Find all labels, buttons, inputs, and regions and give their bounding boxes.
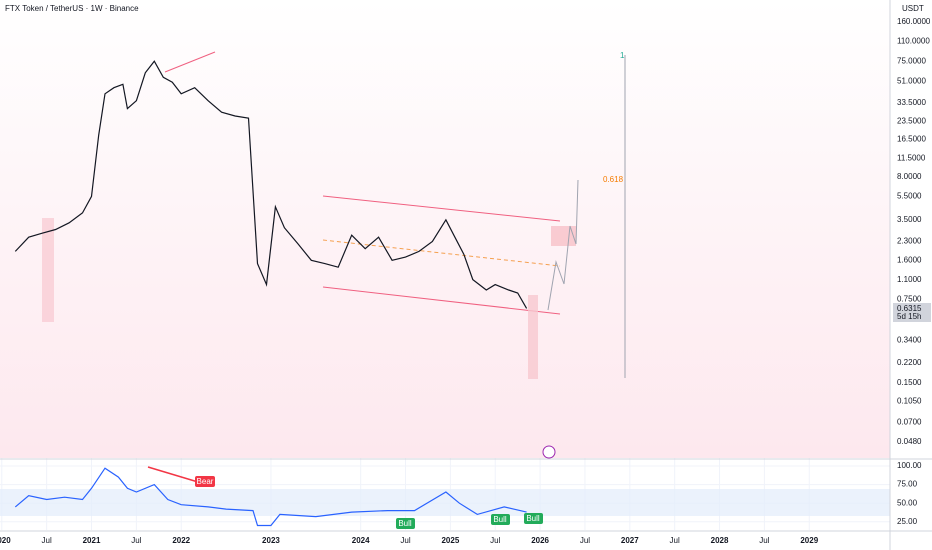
price-tag-countdown: 5d 15h — [897, 312, 921, 321]
x-tick-label: 2028 — [711, 536, 729, 545]
y-tick-label: 33.5000 — [897, 98, 926, 107]
y-tick-label: 0.3400 — [897, 335, 922, 344]
x-tick-label: 2024 — [352, 536, 370, 545]
fib-label: 1 — [620, 51, 625, 60]
y-tick-label: 110.0000 — [897, 37, 930, 46]
channel-mid — [322, 239, 561, 267]
series-line — [14, 60, 528, 309]
trendline — [164, 51, 216, 73]
price-pane — [0, 0, 890, 458]
x-tick-label: 2027 — [621, 536, 639, 545]
x-tick-label: 2026 — [531, 536, 549, 545]
x-tick-label: Jul — [490, 536, 500, 545]
bull-label: Bull — [398, 519, 412, 528]
divergence-line — [147, 466, 199, 483]
x-tick-label: Jul — [400, 536, 410, 545]
rsi-band — [0, 489, 890, 516]
y-tick-label: 2.3000 — [897, 237, 922, 246]
projection — [547, 179, 579, 311]
x-tick-label: 2023 — [262, 536, 280, 545]
y-tick-label: 100.00 — [897, 461, 922, 470]
y-tick-label: 50.00 — [897, 498, 918, 507]
x-tick-label: Jul — [759, 536, 769, 545]
y-tick-label: 0.7500 — [897, 295, 922, 304]
y-tick-label: 75.00 — [897, 480, 918, 489]
x-tick-label: 2025 — [441, 536, 459, 545]
x-tick-label: Jul — [580, 536, 590, 545]
symbol-title[interactable]: FTX Token / TetherUS · 1W · Binance — [5, 4, 139, 13]
zone — [528, 295, 538, 379]
y-tick-label: 0.1500 — [897, 378, 922, 387]
y-tick-label: 0.2200 — [897, 358, 922, 367]
x-tick-label: Jul — [131, 536, 141, 545]
event-icon[interactable] — [542, 445, 556, 459]
series-line — [14, 467, 527, 527]
y-tick-label: 0.0700 — [897, 417, 922, 426]
y-tick-label: 51.0000 — [897, 76, 926, 85]
y-tick-label: 25.00 — [897, 517, 918, 526]
price-tag-value: 0.6315 — [897, 304, 922, 313]
target-box — [551, 226, 576, 246]
x-tick-label: 2022 — [172, 536, 190, 545]
bear-label: Bear — [197, 477, 214, 486]
zone — [42, 218, 54, 322]
y-tick-label: 1.1000 — [897, 275, 922, 284]
data-layer: 160.0000 110.0000 75.0000 51.0000 33.5000 23.… — [0, 17, 931, 545]
y-tick-label: 3.5000 — [897, 215, 922, 224]
y-tick-label: 23.5000 — [897, 116, 926, 125]
bear-tag — [195, 476, 215, 487]
channel-top — [322, 195, 561, 222]
price-tag — [893, 303, 931, 322]
y-tick-label: 11.5000 — [897, 153, 926, 162]
y-tick-label: 8.0000 — [897, 172, 922, 181]
bull-tag — [524, 513, 543, 524]
currency[interactable]: USDT — [902, 4, 924, 13]
fib-label: 0.618 — [603, 175, 624, 184]
y-tick-label: 1.6000 — [897, 255, 922, 264]
y-tick-label: 160.0000 — [897, 17, 931, 26]
y-tick-label: 75.0000 — [897, 56, 926, 65]
bull-label: Bull — [493, 515, 507, 524]
bull-tag — [396, 518, 415, 529]
x-tick-label: Jul — [670, 536, 680, 545]
y-tick-label: 5.5000 — [897, 192, 922, 201]
bull-label: Bull — [526, 514, 540, 523]
y-tick-label: 16.5000 — [897, 135, 926, 144]
channel-bottom — [322, 286, 561, 315]
x-tick-label: 2029 — [800, 536, 818, 545]
x-tick-label: Jul — [42, 536, 52, 545]
x-tick-label: 2021 — [83, 536, 101, 545]
bull-tag — [491, 514, 510, 525]
y-tick-label: 0.1050 — [897, 396, 922, 405]
y-tick-label: 0.0480 — [897, 437, 922, 446]
x-tick-label: 2020 — [0, 536, 11, 545]
